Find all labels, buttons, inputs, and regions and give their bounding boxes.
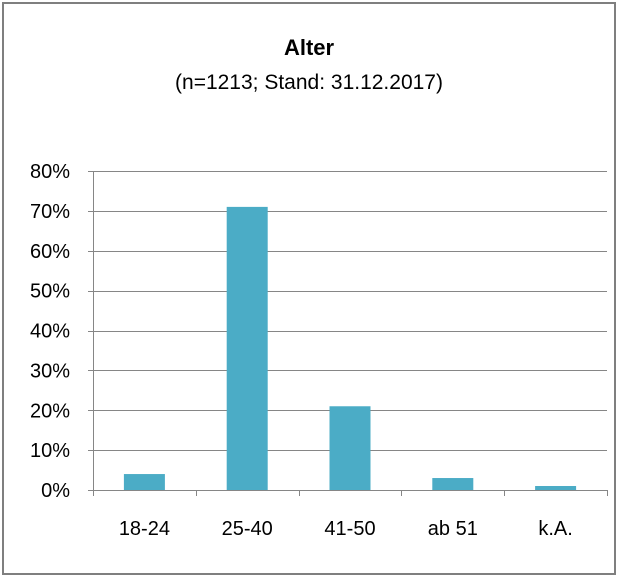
gridlines [93, 171, 607, 451]
x-tick-label: 41-50 [324, 518, 375, 540]
bar-ab-51 [432, 478, 474, 490]
y-tick-label: 10% [30, 440, 70, 462]
x-tick-label: 18-24 [119, 518, 170, 540]
bar-41-50 [329, 406, 371, 490]
y-tick-label: 40% [30, 321, 70, 343]
x-tick-label: 25-40 [222, 518, 273, 540]
x-axis-tick-labels: 18-24 25-40 41-50 ab 51 k.A. [119, 518, 573, 540]
y-tick-label: 30% [30, 360, 70, 382]
y-axis-tick-labels: 0% 10% 20% 30% 40% 50% 60% 70% 80% [30, 161, 70, 502]
bar-25-40 [226, 206, 268, 490]
chart-title: Alter [284, 35, 335, 60]
x-tick-label: ab 51 [428, 518, 478, 540]
y-tick-label: 60% [30, 241, 70, 263]
x-tick-label: k.A. [538, 518, 572, 540]
y-tick-label: 80% [30, 161, 70, 183]
chart-subtitle: (n=1213; Stand: 31.12.2017) [175, 71, 443, 94]
y-tick-label: 20% [30, 400, 70, 422]
y-tick-label: 0% [41, 480, 70, 502]
y-tick-label: 50% [30, 281, 70, 303]
axes [88, 171, 608, 496]
bar-k-a [535, 486, 577, 490]
bar-18-24 [123, 474, 165, 490]
bars [123, 206, 577, 490]
y-tick-label: 70% [30, 201, 70, 223]
